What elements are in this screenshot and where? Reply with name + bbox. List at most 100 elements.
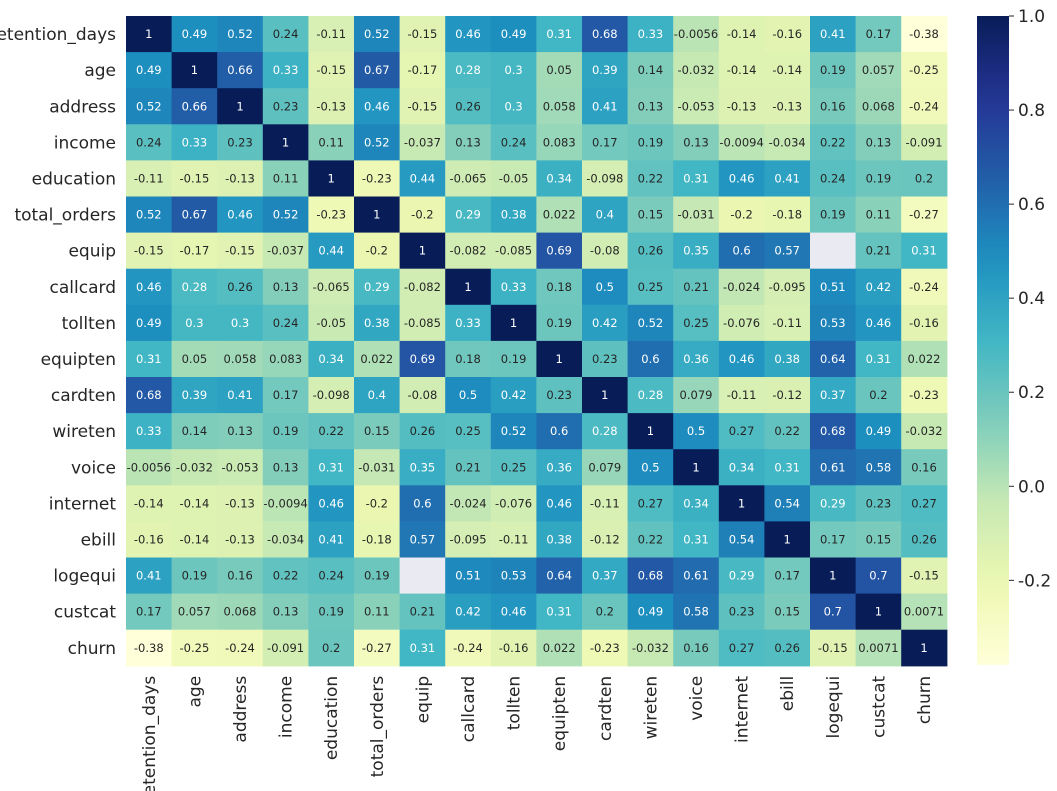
heatmap-cell-tollten-ebill xyxy=(764,304,811,342)
cell-value-tollten-retention_days: 0.49 xyxy=(136,316,162,330)
heatmap-cell-equip-churn xyxy=(901,232,948,270)
cell-value-callcard-total_orders: 0.29 xyxy=(364,280,390,294)
cell-value-total_orders-age: 0.67 xyxy=(182,208,208,222)
colorbar-tick-label-4: 0.2 xyxy=(1018,383,1045,403)
heatmap-cell-income-voice xyxy=(673,124,720,161)
heatmap-cell-wireten-tollten xyxy=(490,413,537,450)
cell-value-callcard-cardten: 0.5 xyxy=(596,280,614,294)
cell-value-logequi-cardten: 0.37 xyxy=(592,569,618,583)
heatmap-cell-equip-voice xyxy=(673,232,720,270)
cell-value-income-total_orders: 0.52 xyxy=(364,135,390,149)
cell-value-wireten-retention_days: 0.33 xyxy=(136,424,162,438)
cell-value-ebill-education: 0.41 xyxy=(318,532,344,546)
cell-value-voice-cardten: 0.079 xyxy=(588,460,621,474)
heatmap-cell-education-education xyxy=(308,160,355,198)
cell-value-total_orders-address: 0.46 xyxy=(227,208,253,222)
heatmap-cell-retention_days-voice xyxy=(673,16,720,53)
cell-value-total_orders-education: -0.23 xyxy=(316,208,346,222)
heatmap-cell-age-income xyxy=(262,52,309,89)
row-label-cardten: cardten xyxy=(51,386,116,406)
cell-value-equip-cardten: -0.08 xyxy=(590,244,620,258)
heatmap-cell-equipten-income xyxy=(262,340,309,378)
heatmap-cell-income-income xyxy=(262,124,309,161)
heatmap-cell-equipten-tollten xyxy=(490,340,537,378)
cell-value-tollten-address: 0.3 xyxy=(231,316,249,330)
colorbar-tick-label-3: 0.4 xyxy=(1018,289,1045,309)
heatmap-cell-voice-churn xyxy=(901,449,948,486)
cell-value-address-churn: -0.24 xyxy=(909,99,939,113)
heatmap-cell-education-address xyxy=(217,160,264,198)
cell-value-income-callcard: 0.13 xyxy=(455,135,481,149)
cell-value-address-total_orders: 0.46 xyxy=(364,99,390,113)
heatmap-cell-churn-total_orders xyxy=(354,629,401,667)
cell-value-income-tollten: 0.24 xyxy=(501,135,527,149)
cell-value-churn-total_orders: -0.27 xyxy=(362,641,392,655)
cell-value-cardten-address: 0.41 xyxy=(227,388,253,402)
heatmap-cell-internet-age xyxy=(171,485,218,522)
heatmap-cell-education-cardten xyxy=(582,160,629,198)
cell-value-address-income: 0.23 xyxy=(273,99,299,113)
cell-value-logequi-equipten: 0.64 xyxy=(546,569,572,583)
heatmap-cell-ebill-cardten xyxy=(582,521,629,559)
heatmap-cell-equipten-logequi xyxy=(810,340,857,378)
cell-value-education-equipten: 0.34 xyxy=(546,171,572,185)
heatmap-cell-retention_days-age xyxy=(171,16,218,53)
cell-value-logequi-logequi: 1 xyxy=(829,569,836,583)
heatmap-cell-total_orders-tollten xyxy=(490,196,537,234)
cell-value-address-cardten: 0.41 xyxy=(592,99,618,113)
heatmap-cell-address-age xyxy=(171,88,218,125)
heatmap-cell-age-custcat xyxy=(855,52,902,89)
heatmap-cell-retention_days-equip xyxy=(399,16,446,53)
heatmap-cell-wireten-cardten xyxy=(582,413,629,450)
cell-value-churn-internet: 0.27 xyxy=(729,641,755,655)
heatmap-cell-education-callcard xyxy=(445,160,492,198)
heatmap-cell-callcard-education xyxy=(308,268,355,306)
heatmap-cell-churn-wireten xyxy=(627,629,674,667)
col-label-voice: voice xyxy=(687,676,707,721)
heatmap-cell-cardten-cardten xyxy=(582,377,629,414)
cell-value-custcat-total_orders: 0.11 xyxy=(364,605,390,619)
heatmap-cell-income-equip xyxy=(399,124,446,161)
cell-value-age-custcat: 0.057 xyxy=(862,63,895,77)
heatmap-cell-callcard-age xyxy=(171,268,218,306)
heatmap-cell-equip-cardten xyxy=(582,232,629,270)
colorbar-tick-label-6: -0.2 xyxy=(1018,571,1051,591)
heatmap-cell-logequi-wireten xyxy=(627,557,674,595)
cell-value-equipten-equipten: 1 xyxy=(556,352,563,366)
heatmap-cell-wireten-education xyxy=(308,413,355,450)
col-label-equip: equip xyxy=(413,676,433,724)
cell-value-churn-voice: 0.16 xyxy=(683,641,709,655)
cell-value-retention_days-wireten: 0.33 xyxy=(638,27,664,41)
cell-value-voice-custcat: 0.58 xyxy=(866,460,892,474)
heatmap-cell-churn-tollten xyxy=(490,629,537,667)
heatmap-cell-churn-callcard xyxy=(445,629,492,667)
cell-value-voice-logequi: 0.61 xyxy=(820,460,846,474)
heatmap-cell-internet-logequi xyxy=(810,485,857,522)
cell-value-income-address: 0.23 xyxy=(227,135,253,149)
cell-value-tollten-cardten: 0.42 xyxy=(592,316,618,330)
heatmap-cell-total_orders-internet xyxy=(718,196,765,234)
heatmap-cell-cardten-age xyxy=(171,377,218,414)
cell-value-custcat-wireten: 0.49 xyxy=(638,605,664,619)
cell-value-age-equip: -0.17 xyxy=(408,63,438,77)
cell-value-logequi-total_orders: 0.19 xyxy=(364,569,390,583)
heatmap-cell-internet-callcard xyxy=(445,485,492,522)
cell-value-total_orders-equipten: 0.022 xyxy=(543,208,576,222)
heatmap-cell-education-equip xyxy=(399,160,446,198)
cell-value-ebill-age: -0.14 xyxy=(180,532,210,546)
cell-value-retention_days-callcard: 0.46 xyxy=(455,27,481,41)
cell-value-equipten-cardten: 0.23 xyxy=(592,352,618,366)
cell-value-internet-logequi: 0.29 xyxy=(820,496,846,510)
cell-value-equip-age: -0.17 xyxy=(180,244,210,258)
heatmap-cell-address-logequi xyxy=(810,88,857,125)
cell-value-age-retention_days: 0.49 xyxy=(136,63,162,77)
cell-value-education-retention_days: -0.11 xyxy=(134,171,164,185)
cell-value-tollten-equipten: 0.19 xyxy=(546,316,572,330)
heatmap-cell-education-wireten xyxy=(627,160,674,198)
heatmap-cell-churn-age xyxy=(171,629,218,667)
cell-value-custcat-internet: 0.23 xyxy=(729,605,755,619)
heatmap-cell-cardten-address xyxy=(217,377,264,414)
cell-value-address-equipten: 0.058 xyxy=(543,99,576,113)
heatmap-cell-internet-address xyxy=(217,485,264,522)
